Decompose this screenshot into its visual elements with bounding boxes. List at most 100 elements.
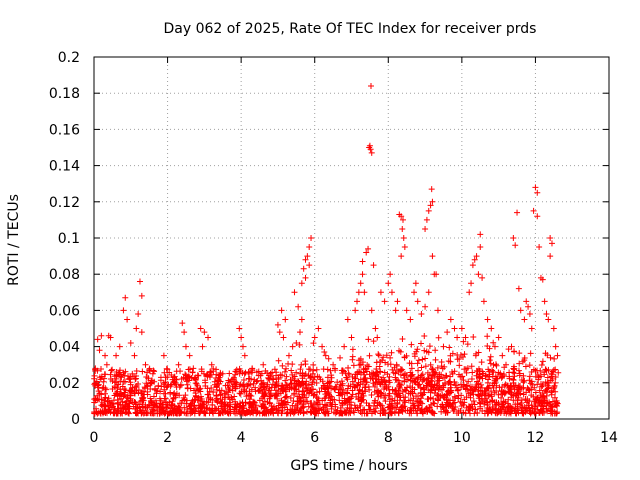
y-tick-label: 0.18 xyxy=(49,86,80,102)
data-point xyxy=(543,311,550,318)
data-point xyxy=(433,271,440,278)
data-point xyxy=(477,244,484,251)
data-point xyxy=(276,329,283,336)
y-tick-label: 0.1 xyxy=(58,231,80,247)
data-point xyxy=(300,265,307,272)
data-point xyxy=(475,271,482,278)
data-point xyxy=(282,316,289,323)
data-point xyxy=(530,207,537,214)
data-point xyxy=(355,289,362,296)
data-point xyxy=(366,144,373,151)
data-point xyxy=(319,343,326,350)
x-axis-label: GPS time / hours xyxy=(290,458,407,474)
data-point xyxy=(539,276,546,283)
data-point xyxy=(344,316,351,323)
data-point xyxy=(412,280,419,287)
data-point xyxy=(182,343,189,350)
data-point xyxy=(186,352,193,359)
data-point xyxy=(473,253,480,260)
data-point xyxy=(359,258,366,265)
data-point xyxy=(359,271,366,278)
data-point xyxy=(368,307,375,314)
data-point xyxy=(205,334,212,341)
data-point xyxy=(302,256,309,263)
data-point xyxy=(451,325,458,332)
data-point xyxy=(197,325,204,332)
data-point xyxy=(260,361,267,368)
data-point xyxy=(293,339,300,346)
data-point xyxy=(96,347,103,354)
chart-title: Day 062 of 2025, Rate Of TEC Index for r… xyxy=(164,21,537,37)
x-tick-label: 12 xyxy=(527,430,545,446)
data-point xyxy=(280,334,287,341)
y-tick-label: 0.06 xyxy=(49,303,80,319)
data-point xyxy=(136,278,143,285)
data-point xyxy=(98,332,105,339)
data-point xyxy=(523,298,530,305)
data-point xyxy=(348,334,355,341)
x-tick-label: 14 xyxy=(600,430,618,446)
data-point xyxy=(116,343,123,350)
data-point xyxy=(499,352,506,359)
data-point xyxy=(548,240,555,247)
data-point xyxy=(403,307,410,314)
y-tick-label: 0.08 xyxy=(49,267,80,283)
data-point xyxy=(401,244,408,251)
data-point xyxy=(199,343,206,350)
data-point xyxy=(428,186,435,193)
data-point xyxy=(398,253,405,260)
data-point xyxy=(365,245,372,252)
data-point xyxy=(135,311,142,318)
data-point xyxy=(394,298,401,305)
y-axis-label: ROTI / TECUs xyxy=(6,194,22,286)
y-tick-label: 0 xyxy=(71,412,80,428)
data-point xyxy=(241,352,248,359)
data-point xyxy=(422,303,429,310)
data-point-cluster xyxy=(91,332,562,417)
data-point xyxy=(422,225,429,232)
data-point xyxy=(377,289,384,296)
data-point xyxy=(374,334,381,341)
data-point xyxy=(357,280,364,287)
data-point xyxy=(462,334,469,341)
data-point xyxy=(370,262,377,269)
data-point xyxy=(363,249,370,256)
data-point xyxy=(120,307,127,314)
data-point xyxy=(385,280,392,287)
data-point xyxy=(278,307,285,314)
data-point xyxy=(113,352,120,359)
data-point xyxy=(298,280,305,287)
data-point xyxy=(425,289,432,296)
data-point xyxy=(302,274,309,281)
data-point xyxy=(367,82,374,89)
x-tick-label: 2 xyxy=(163,430,172,446)
y-tick-label: 0.02 xyxy=(49,376,80,392)
data-point xyxy=(545,316,552,323)
data-point xyxy=(488,325,495,332)
data-point xyxy=(368,149,375,156)
data-point xyxy=(352,307,359,314)
data-point xyxy=(471,256,478,263)
data-point xyxy=(315,325,322,332)
data-point xyxy=(388,289,395,296)
y-tick-label: 0.12 xyxy=(49,195,80,211)
data-point xyxy=(160,352,167,359)
data-point xyxy=(330,361,337,368)
data-point xyxy=(468,280,475,287)
data-point xyxy=(304,253,311,260)
data-point xyxy=(447,316,454,323)
data-point xyxy=(133,325,140,332)
data-point xyxy=(399,225,406,232)
data-point xyxy=(308,235,315,241)
y-tick-label: 0.04 xyxy=(49,340,80,356)
data-point xyxy=(479,274,486,281)
data-point xyxy=(429,253,436,260)
x-tick-label: 4 xyxy=(237,430,246,446)
data-point xyxy=(103,361,110,368)
data-point xyxy=(392,307,399,314)
data-point xyxy=(541,298,548,305)
data-point xyxy=(201,329,208,336)
data-point xyxy=(532,184,539,191)
x-tick-label: 0 xyxy=(90,430,99,446)
data-point xyxy=(515,285,522,292)
